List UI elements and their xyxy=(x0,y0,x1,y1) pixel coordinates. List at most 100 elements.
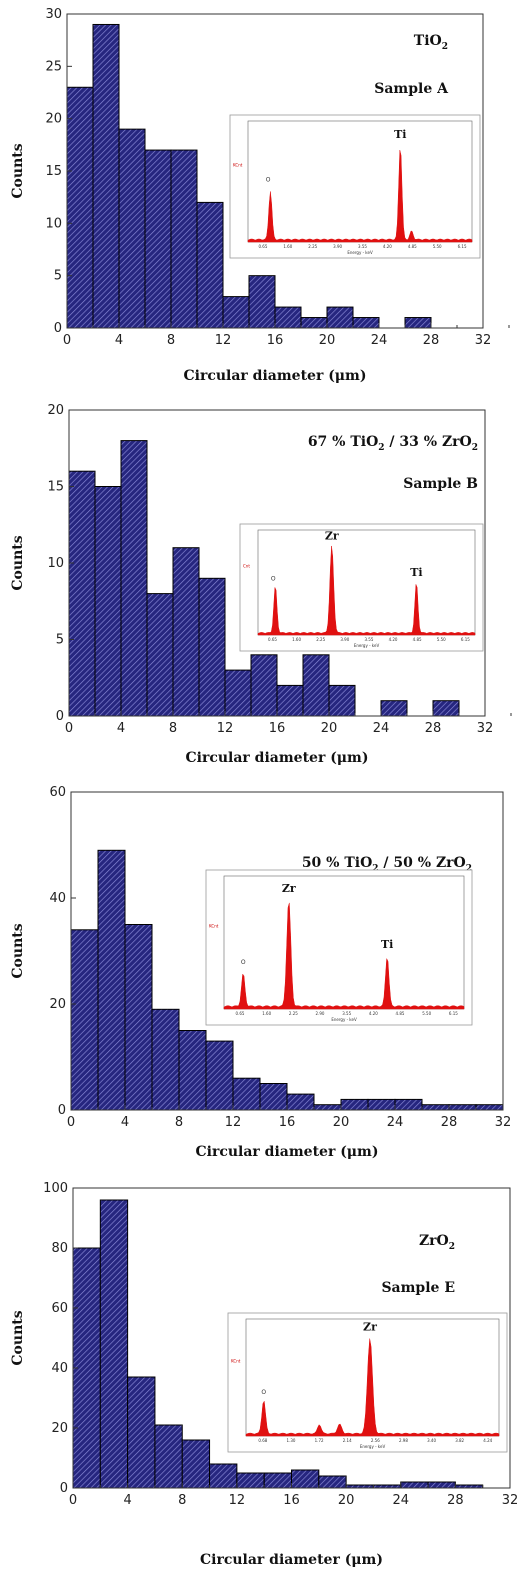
histogram-bar xyxy=(154,1424,183,1489)
histogram-bar xyxy=(209,1463,238,1489)
histogram-bar xyxy=(328,684,356,717)
inset-y-label: KCnt xyxy=(209,924,219,929)
histogram-bar xyxy=(236,1472,265,1489)
histogram-bar xyxy=(313,1104,342,1111)
y-tick-label: 5 xyxy=(56,633,64,648)
histogram-bar xyxy=(432,700,460,717)
y-tick-label: 0 xyxy=(56,709,64,724)
histogram-bar xyxy=(427,1481,456,1489)
inset-x-tick: 0.68 xyxy=(258,1438,267,1443)
x-tick-label: 32 xyxy=(475,333,492,348)
x-tick-label: 20 xyxy=(338,1493,355,1508)
eds-peak-label: O xyxy=(261,1389,266,1396)
eds-peak-label: Ti xyxy=(381,938,393,951)
inset-x-tick: 4.85 xyxy=(396,1011,405,1016)
histogram-panel-1: 0 4 8 12 16 20 24 28 32 0 5 10 15 20 25 30 Circular diam… xyxy=(10,7,510,384)
x-tick-label: 0 xyxy=(69,1493,77,1508)
inset-x-tick: 5.50 xyxy=(422,1011,431,1016)
histogram-bar xyxy=(367,1098,396,1111)
histogram-bar xyxy=(198,577,226,717)
inset-x-label: Energy - keV xyxy=(347,250,373,255)
inset-x-tick: 1.72 xyxy=(315,1438,324,1443)
histogram-bar xyxy=(196,201,224,329)
y-tick-label: 40 xyxy=(51,1361,68,1376)
inset-x-tick: 4.85 xyxy=(413,637,422,642)
x-tick-label: 12 xyxy=(215,333,232,348)
inset-x-tick: 3.55 xyxy=(364,637,373,642)
inset-x-tick: 3.90 xyxy=(340,637,349,642)
histogram-bar xyxy=(448,1104,477,1111)
eds-inset: KCnt Energy - keV 0.68 1.30 1.72 2.14 2.56 2.98… xyxy=(227,1312,508,1453)
histogram-bar xyxy=(151,1008,180,1111)
histogram-panel-2: 0 4 8 12 16 20 24 28 32 0 5 10 15 20 Circular diameter… xyxy=(10,403,512,766)
histogram-bar xyxy=(248,275,276,329)
eds-inset: KCnt Energy - keV 0.65 1.60 2.25 2.90 3.55 4.20… xyxy=(205,869,473,1026)
eds-spectrum xyxy=(257,545,476,636)
x-tick-label: 20 xyxy=(333,1115,350,1130)
histogram-bar xyxy=(144,149,172,329)
x-tick-label: 24 xyxy=(387,1115,404,1130)
x-tick-label: 4 xyxy=(123,1493,131,1508)
inset-x-tick: 4.20 xyxy=(389,637,398,642)
x-tick-label: 16 xyxy=(283,1493,300,1508)
x-tick-label: 20 xyxy=(319,333,336,348)
inset-x-tick: 2.25 xyxy=(289,1011,298,1016)
x-tick-label: 4 xyxy=(117,721,125,736)
inset-x-tick: 1.60 xyxy=(292,637,301,642)
x-tick-label: 0 xyxy=(67,1115,75,1130)
histogram-bar xyxy=(146,593,174,717)
histogram-bar xyxy=(250,654,278,717)
x-tick-label: 16 xyxy=(267,333,284,348)
x-axis-label: Circular diameter (μm) xyxy=(183,368,366,384)
y-tick-label: 15 xyxy=(47,480,64,495)
x-tick-label: 32 xyxy=(477,721,494,736)
x-tick-label: 16 xyxy=(279,1115,296,1130)
eds-peak-label: Zr xyxy=(325,529,339,542)
histogram-bar xyxy=(421,1104,450,1111)
inset-x-tick: 3.90 xyxy=(333,244,342,249)
y-axis-label: Counts xyxy=(10,143,26,198)
y-tick-label: 100 xyxy=(43,1181,68,1196)
inset-x-tick: 1.60 xyxy=(262,1011,271,1016)
histogram-bar xyxy=(400,1481,429,1489)
histogram-bar xyxy=(178,1030,207,1111)
histogram-bar xyxy=(352,317,380,329)
histogram-bar xyxy=(286,1093,315,1111)
eds-inset: Cnt Energy - keV 0.65 1.60 2.25 3.90 3.55 4.20 4… xyxy=(239,523,484,652)
inset-x-tick: 2.98 xyxy=(399,1438,408,1443)
inset-x-tick: 6.15 xyxy=(458,244,467,249)
inset-x-tick: 0.65 xyxy=(236,1011,245,1016)
x-tick-label: 32 xyxy=(502,1493,519,1508)
histogram-bar xyxy=(274,306,302,329)
x-tick-label: 12 xyxy=(217,721,234,736)
x-tick-label: 28 xyxy=(423,333,440,348)
histogram-bar xyxy=(276,684,304,717)
histogram-bar xyxy=(222,296,250,329)
composition-label: TiO2 xyxy=(414,33,448,52)
y-tick-label: 0 xyxy=(58,1103,66,1118)
x-tick-label: 0 xyxy=(65,721,73,736)
histogram-bar xyxy=(259,1083,288,1111)
histogram-bar xyxy=(181,1439,211,1489)
inset-x-tick: 4.24 xyxy=(483,1438,492,1443)
histogram-bar xyxy=(394,1098,423,1111)
histogram-bar xyxy=(291,1469,320,1489)
histogram-bar xyxy=(170,149,198,329)
x-tick-label: 4 xyxy=(115,333,123,348)
histogram-bar xyxy=(94,486,122,717)
inset-x-tick: 1.60 xyxy=(283,244,292,249)
histogram-bar xyxy=(475,1104,504,1111)
y-tick-label: 80 xyxy=(51,1241,68,1256)
eds-peak-label: O xyxy=(271,575,276,582)
inset-x-tick: 6.15 xyxy=(449,1011,458,1016)
histogram-bar xyxy=(302,654,330,717)
x-tick-label: 28 xyxy=(447,1493,464,1508)
x-tick-label: 16 xyxy=(269,721,286,736)
eds-spectrum xyxy=(245,1338,500,1437)
inset-x-tick: 2.90 xyxy=(316,1011,325,1016)
histogram-bar xyxy=(124,924,153,1111)
inset-x-label: Energy - keV xyxy=(360,1444,386,1449)
inset-x-tick: 3.82 xyxy=(455,1438,464,1443)
y-tick-label: 0 xyxy=(54,321,62,336)
x-tick-label: 4 xyxy=(121,1115,129,1130)
